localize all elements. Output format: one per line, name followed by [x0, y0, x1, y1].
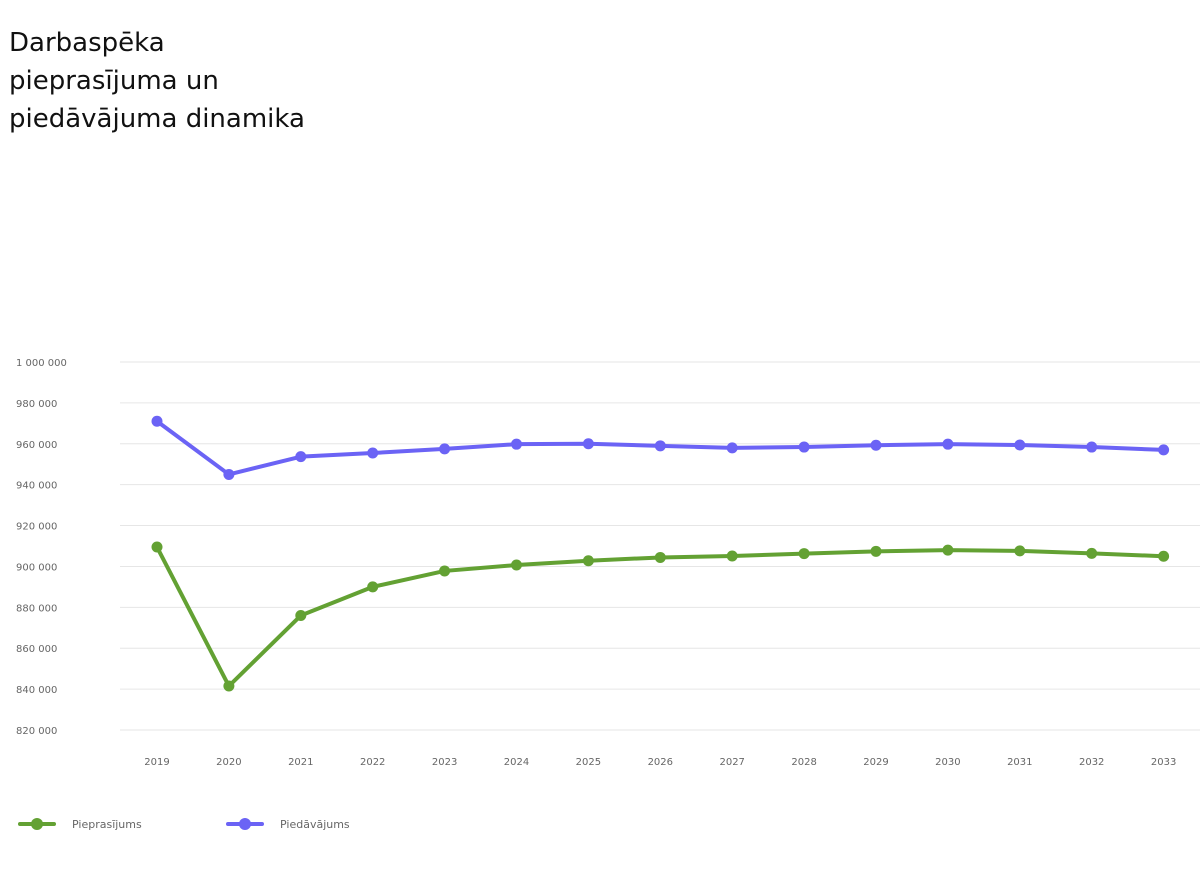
data-point-piedavajums[interactable] [654, 440, 666, 452]
data-point-pieprasijums[interactable] [654, 551, 666, 563]
data-point-pieprasijums[interactable] [870, 545, 882, 557]
data-point-pieprasijums[interactable] [798, 548, 810, 560]
data-point-pieprasijums[interactable] [582, 555, 594, 567]
x-tick-label: 2032 [1079, 757, 1104, 768]
series-lines [151, 415, 1170, 692]
chart-title-line-1: Darbaspēka [9, 28, 165, 58]
y-tick-label: 820 000 [16, 726, 57, 737]
data-point-piedavajums[interactable] [151, 415, 163, 427]
x-tick-label: 2025 [576, 757, 601, 768]
data-point-pieprasijums[interactable] [295, 610, 307, 622]
data-point-pieprasijums[interactable] [1158, 550, 1170, 562]
x-tick-label: 2030 [935, 757, 960, 768]
x-tick-label: 2024 [504, 757, 529, 768]
data-point-piedavajums[interactable] [1158, 444, 1170, 456]
legend-dot-pieprasijums [31, 818, 43, 830]
x-tick-label: 2019 [144, 757, 169, 768]
legend-label-piedavajums: Piedāvājums [280, 817, 350, 831]
data-point-pieprasijums[interactable] [1086, 547, 1098, 559]
x-axis-tick-labels: 2019 2020 2021 2022 2023 2024 2025 2026 2027 2028… [144, 757, 1176, 768]
x-tick-label: 2022 [360, 757, 385, 768]
data-point-pieprasijums[interactable] [942, 544, 954, 556]
y-tick-label: 900 000 [16, 562, 57, 573]
legend-swatch-pieprasijums [18, 812, 56, 836]
data-point-piedavajums[interactable] [726, 442, 738, 454]
legend-item-pieprasijums[interactable]: Pieprasījums [18, 812, 142, 836]
chart-title-line-2: pieprasījuma un [9, 66, 219, 96]
series-line-pieprasijums [155, 545, 1166, 689]
y-tick-label: 920 000 [16, 522, 57, 533]
data-point-piedavajums[interactable] [1086, 441, 1098, 453]
legend-label-pieprasijums: Pieprasījums [72, 817, 142, 831]
legend-item-piedavajums[interactable]: Piedāvājums [226, 812, 350, 836]
data-point-piedavajums[interactable] [870, 439, 882, 451]
x-tick-label: 2029 [863, 757, 888, 768]
grid-lines [120, 361, 1200, 731]
data-point-pieprasijums[interactable] [726, 550, 738, 562]
y-tick-label: 840 000 [16, 685, 57, 696]
series-pieprasijums [151, 541, 1170, 692]
y-tick-label: 1 000 000 [16, 358, 67, 369]
chart-title: Darbaspēka pieprasījuma un piedāvājuma d… [9, 24, 429, 138]
legend-dot-piedavajums [239, 818, 251, 830]
y-tick-label: 980 000 [16, 399, 57, 410]
x-tick-label: 2020 [216, 757, 241, 768]
x-tick-label: 2028 [791, 757, 816, 768]
data-point-piedavajums[interactable] [439, 443, 451, 455]
data-point-pieprasijums[interactable] [511, 559, 522, 571]
chart-title-line-3: piedāvājuma dinamika [9, 104, 305, 134]
data-point-pieprasijums[interactable] [1014, 545, 1026, 557]
x-tick-label: 2021 [288, 757, 313, 768]
data-point-pieprasijums[interactable] [367, 581, 379, 593]
x-tick-label: 2027 [719, 757, 744, 768]
data-point-piedavajums[interactable] [582, 438, 594, 450]
y-tick-label: 940 000 [16, 481, 57, 492]
data-point-pieprasijums[interactable] [439, 565, 451, 577]
data-point-pieprasijums[interactable] [223, 680, 235, 692]
y-axis-tick-labels: 1 000 000 980 000 960 000 940 000 920 000 900… [16, 358, 67, 737]
x-tick-label: 2026 [648, 757, 673, 768]
x-tick-label: 2033 [1151, 757, 1176, 768]
data-point-piedavajums[interactable] [1014, 439, 1026, 451]
legend-swatch-piedavajums [226, 812, 264, 836]
data-point-piedavajums[interactable] [942, 438, 954, 450]
data-point-piedavajums[interactable] [367, 447, 379, 459]
y-tick-label: 880 000 [16, 603, 57, 614]
series-piedavajums [151, 415, 1170, 480]
data-point-piedavajums[interactable] [798, 441, 810, 453]
data-point-pieprasijums[interactable] [151, 541, 163, 553]
data-point-piedavajums[interactable] [223, 468, 235, 480]
y-tick-label: 860 000 [16, 644, 57, 655]
y-tick-label: 960 000 [16, 440, 57, 451]
x-tick-label: 2023 [432, 757, 457, 768]
x-tick-label: 2031 [1007, 757, 1032, 768]
data-point-piedavajums[interactable] [511, 438, 522, 450]
data-point-piedavajums[interactable] [295, 451, 307, 463]
